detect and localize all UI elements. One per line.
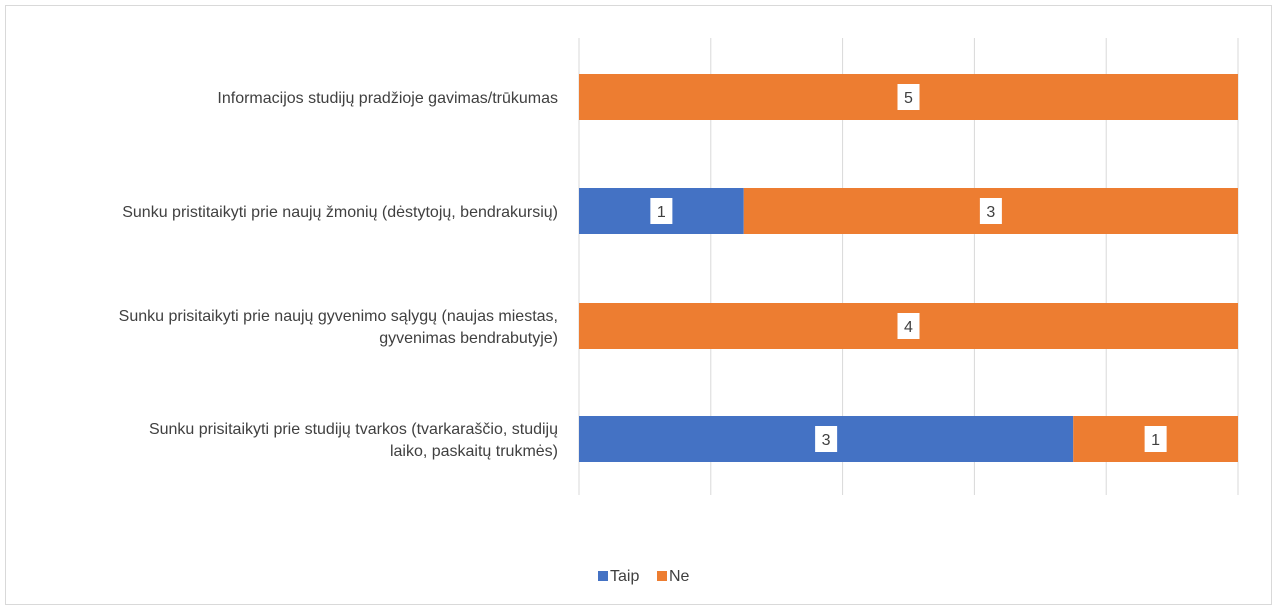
category-label: Informacijos studijų pradžioje gavimas/t…	[217, 90, 558, 107]
data-label: 4	[904, 319, 913, 336]
legend-swatch-ne	[657, 571, 667, 581]
data-label-box	[979, 198, 1002, 224]
data-label: 3	[986, 204, 995, 221]
data-label: 1	[1151, 432, 1160, 449]
data-label-box	[897, 313, 920, 339]
legend-label-taip: Taip	[610, 568, 639, 585]
category-label: Sunku prisitaikyti prie studijų tvarkos …	[149, 421, 558, 438]
category-label: laiko, paskaitų trukmės)	[390, 443, 558, 460]
data-label-box	[1144, 426, 1167, 452]
data-label-box	[815, 426, 838, 452]
data-label: 5	[904, 90, 913, 107]
data-label: 3	[822, 432, 831, 449]
legend-label-ne: Ne	[669, 568, 690, 585]
data-label: 1	[657, 204, 666, 221]
category-label: gyvenimas bendrabutyje)	[379, 330, 558, 347]
data-label-box	[650, 198, 673, 224]
legend-swatch-taip	[598, 571, 608, 581]
category-label: Sunku prisitaikyti prie naujų gyvenimo s…	[119, 308, 558, 325]
category-label: Sunku pristitaikyti prie naujų žmonių (d…	[122, 204, 558, 221]
data-label-box	[897, 84, 920, 110]
